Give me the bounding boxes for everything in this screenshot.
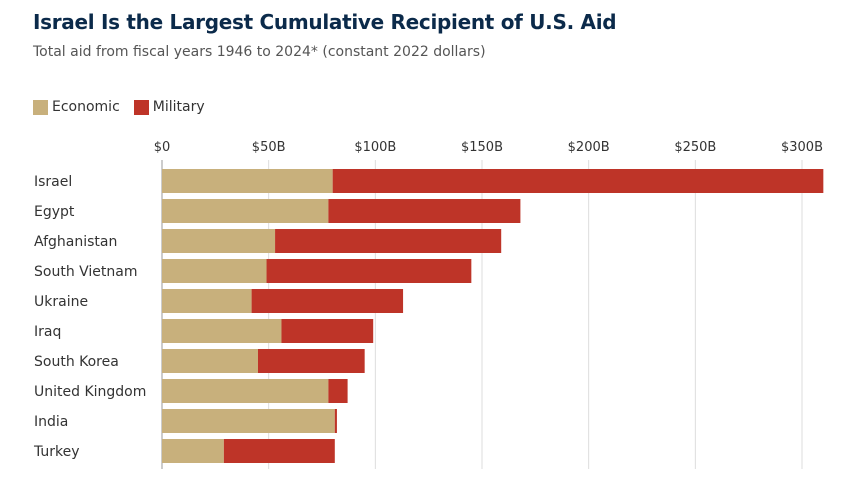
bar-economic-india bbox=[162, 409, 335, 433]
bar-economic-united-kingdom bbox=[162, 379, 329, 403]
chart-subtitle: Total aid from fiscal years 1946 to 2024… bbox=[33, 44, 486, 60]
bar-military-afghanistan bbox=[275, 229, 502, 253]
bar-military-egypt bbox=[328, 199, 521, 223]
bar-military-israel bbox=[332, 169, 824, 193]
category-label: India bbox=[34, 414, 68, 430]
x-tick-label: $150B bbox=[461, 140, 503, 155]
bar-economic-afghanistan bbox=[162, 229, 276, 253]
legend-label-economic: Economic bbox=[52, 99, 120, 115]
legend-swatch-military bbox=[133, 99, 149, 115]
x-tick-label: $0 bbox=[154, 140, 171, 155]
bar-economic-iraq bbox=[162, 319, 282, 343]
category-label: South Korea bbox=[34, 354, 119, 370]
bar-economic-ukraine bbox=[162, 289, 252, 313]
x-tick-label: $100B bbox=[354, 140, 396, 155]
legend-item-military: Military bbox=[133, 99, 205, 115]
legend-swatch-economic bbox=[33, 99, 48, 115]
category-label: United Kingdom bbox=[34, 384, 146, 400]
x-tick-label: $300B bbox=[781, 140, 823, 155]
bar-economic-israel bbox=[162, 169, 333, 193]
legend: Economic Military bbox=[33, 99, 219, 115]
bar-military-ukraine bbox=[251, 289, 404, 313]
bar-economic-south-vietnam bbox=[162, 259, 267, 283]
legend-label-military: Military bbox=[152, 99, 205, 115]
bar-military-united-kingdom bbox=[328, 379, 348, 403]
x-tick-label: $50B bbox=[252, 140, 286, 155]
x-tick-label: $200B bbox=[568, 140, 610, 155]
category-label: Turkey bbox=[33, 444, 80, 460]
bar-economic-south-korea bbox=[162, 349, 258, 373]
category-label: Egypt bbox=[34, 204, 75, 220]
bar-military-india bbox=[334, 409, 337, 433]
chart-title: Israel Is the Largest Cumulative Recipie… bbox=[33, 10, 617, 34]
bar-economic-turkey bbox=[162, 439, 224, 463]
bar-military-south-korea bbox=[258, 349, 365, 373]
category-label: Iraq bbox=[34, 324, 61, 340]
category-label: Israel bbox=[34, 174, 72, 190]
category-label: Ukraine bbox=[34, 294, 88, 310]
bar-military-iraq bbox=[281, 319, 374, 343]
x-tick-label: $250B bbox=[674, 140, 716, 155]
bar-economic-egypt bbox=[162, 199, 329, 223]
bar-military-south-vietnam bbox=[266, 259, 472, 283]
bar-military-turkey bbox=[223, 439, 335, 463]
category-label: South Vietnam bbox=[34, 264, 138, 280]
category-label: Afghanistan bbox=[34, 234, 117, 250]
legend-item-economic: Economic bbox=[33, 99, 120, 115]
